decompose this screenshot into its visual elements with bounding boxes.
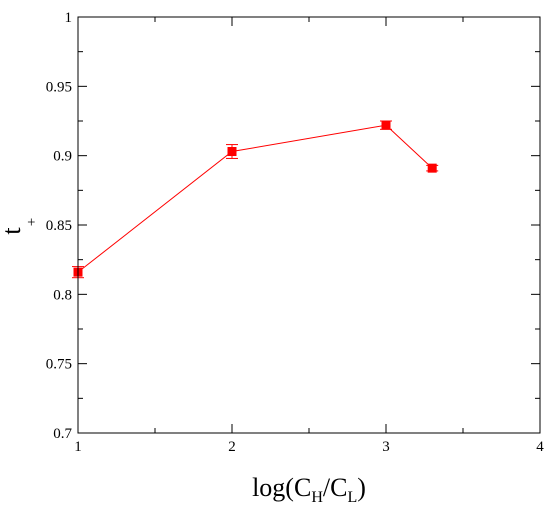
y-tick-label: 0.7 (53, 426, 72, 442)
y-tick-label: 1 (65, 10, 73, 26)
x-tick-label: 4 (536, 439, 544, 455)
y-axis-label: t + (0, 218, 40, 235)
x-label-sub2: L (347, 489, 357, 506)
x-label-end: ) (357, 473, 366, 502)
x-label-sub1: H (311, 489, 323, 506)
series-layer (72, 120, 439, 279)
y-label-sub: + (24, 218, 40, 226)
x-label-base: log(C (252, 473, 311, 502)
series-line (77, 124, 433, 273)
x-label-mid: /C (323, 473, 348, 502)
data-point-marker (427, 163, 437, 173)
labels-layer: 1 2 3 4 0.7 0.75 0.8 0.85 0.9 0.95 1 (46, 10, 545, 455)
y-tick-label: 0.95 (46, 79, 72, 95)
x-axis-label: log(CH/CL) (252, 473, 366, 506)
y-label-base: t (0, 227, 26, 235)
x-tick-label: 3 (382, 439, 390, 455)
x-tick-label: 1 (74, 439, 82, 455)
y-tick-label: 0.8 (53, 287, 72, 303)
y-tick-label: 0.75 (46, 357, 72, 373)
y-tick-label: 0.85 (46, 218, 72, 234)
data-point-marker (381, 120, 391, 130)
data-point-marker (227, 147, 237, 157)
y-tick-label: 0.9 (53, 149, 72, 165)
ticks-layer (77, 16, 541, 434)
plot-frame (77, 16, 541, 434)
x-tick-label: 2 (228, 439, 236, 455)
